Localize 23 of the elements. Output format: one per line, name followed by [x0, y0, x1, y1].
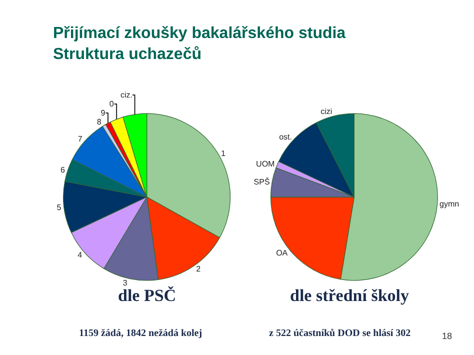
slice-label: 9 [100, 108, 106, 118]
slice-label: gymn [440, 199, 460, 208]
slice-label: OA [276, 248, 288, 258]
slice-label: 3 [122, 278, 128, 288]
text: 1159 žádá, 1842 nežádá kolej [79, 328, 202, 339]
text: Přijímací zkoušky bakalářského studia Struktura uchazečů [53, 25, 346, 63]
slice-label: ciz. [120, 90, 133, 100]
slice-label: 2 [196, 264, 202, 274]
slice-label: 0 [109, 100, 114, 109]
slice-label: cizi [320, 107, 332, 116]
slice-label: UOM [256, 159, 276, 168]
slice-label: 5 [56, 203, 62, 212]
slice-label: 4 [78, 250, 83, 260]
text: z 522 účastníků DOD se hlásí 302 [269, 328, 411, 339]
text: dle střední školy [290, 286, 410, 305]
text: dle PSČ [118, 286, 176, 305]
slice-label: ost. [279, 132, 292, 142]
slice-label: 1 [220, 149, 226, 158]
slice-label: 8 [96, 118, 102, 127]
slice-label: SPŠ [254, 178, 270, 187]
slice-label: 7 [78, 134, 83, 144]
slice-label: 6 [60, 165, 66, 174]
text: 18 [442, 331, 452, 341]
